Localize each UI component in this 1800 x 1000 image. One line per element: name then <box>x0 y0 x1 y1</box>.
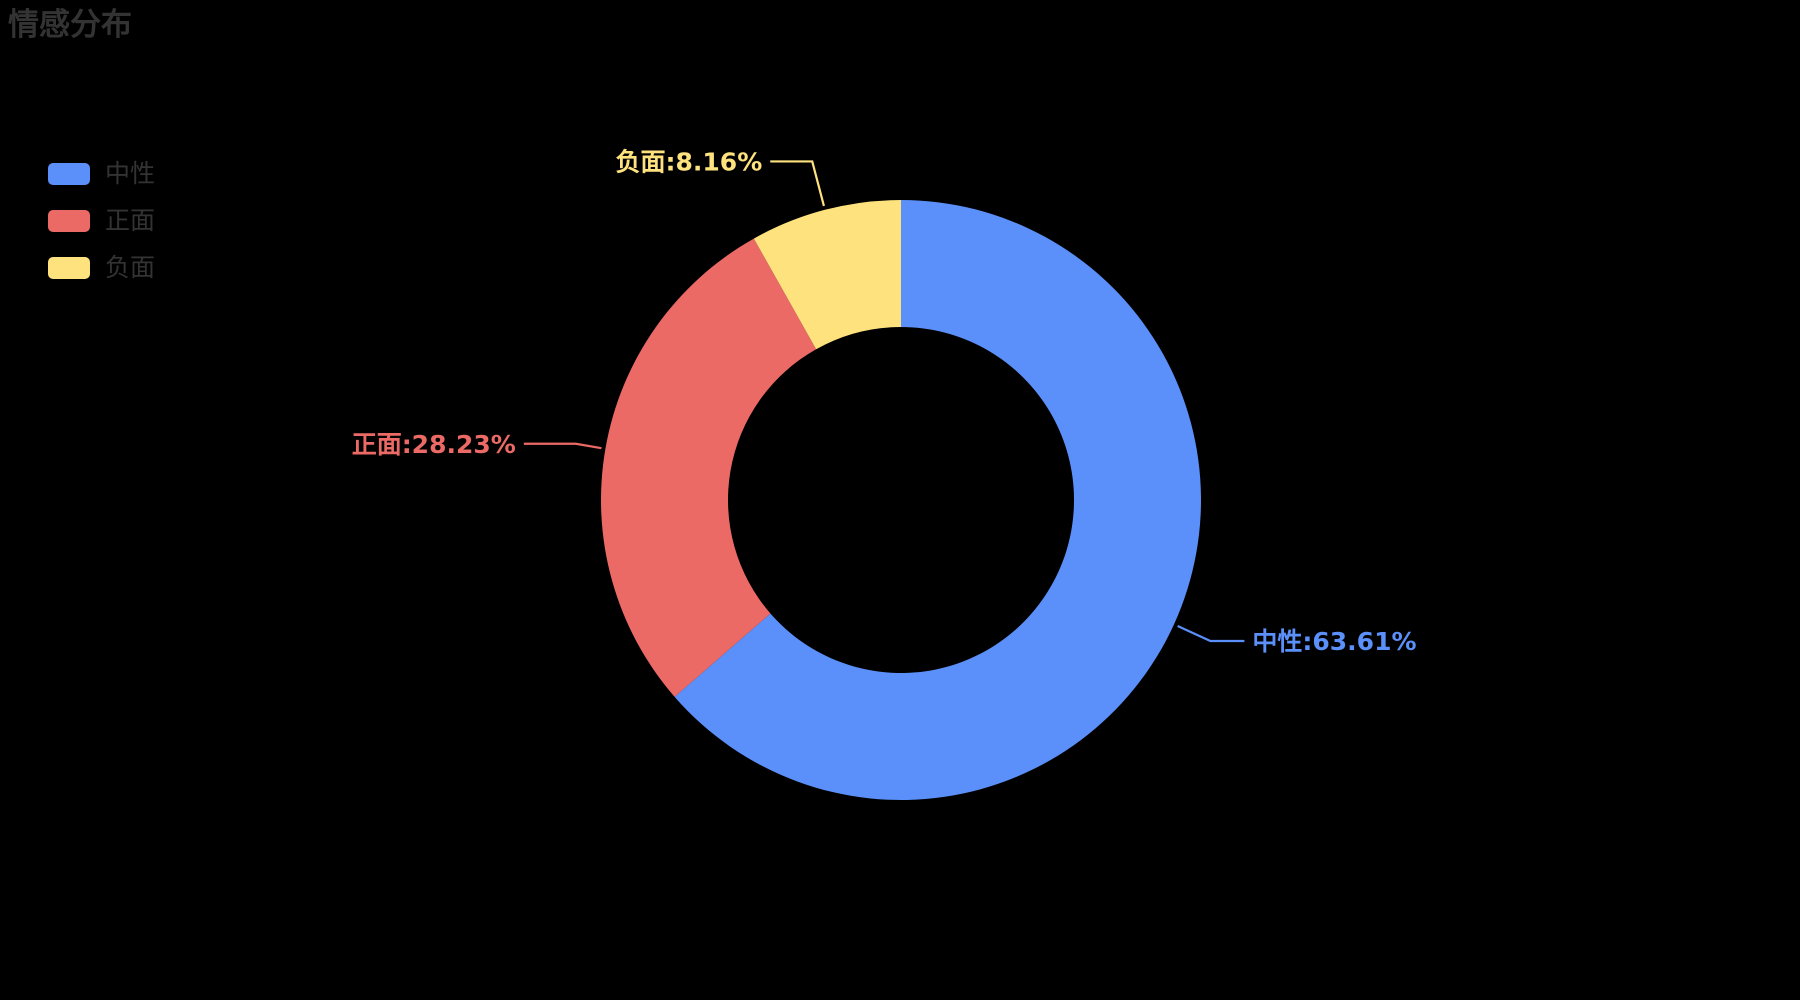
legend: 中性 正面 负面 <box>48 152 308 293</box>
legend-swatch-icon <box>48 163 90 185</box>
donut-slice-neutral[interactable] <box>674 200 1201 801</box>
donut-slices <box>601 200 1201 801</box>
slice-label-negative: 负面:8.16% <box>616 147 763 176</box>
legend-item-neutral[interactable]: 中性 <box>48 152 308 199</box>
slice-label-positive: 正面:28.23% <box>352 430 516 459</box>
legend-swatch-icon <box>48 257 90 279</box>
slice-label-neutral: 中性:63.61% <box>1252 627 1416 656</box>
legend-item-label: 中性 <box>105 159 156 188</box>
donut-slice-negative[interactable] <box>753 200 901 350</box>
leader-line-positive <box>523 442 602 450</box>
donut-slice-positive[interactable] <box>601 238 817 697</box>
legend-item-positive[interactable]: 正面 <box>48 199 308 246</box>
legend-item-negative[interactable]: 负面 <box>48 246 308 293</box>
page-title: 情感分布 <box>8 7 132 43</box>
legend-item-label: 正面 <box>105 206 156 235</box>
leader-line-neutral <box>1177 625 1245 643</box>
legend-item-label: 负面 <box>105 253 156 282</box>
legend-swatch-icon <box>48 210 90 232</box>
leader-line-negative <box>770 160 825 207</box>
leader-lines <box>523 160 1245 643</box>
slice-labels: 中性:63.61% 正面:28.23% 负面:8.16% <box>352 147 1417 656</box>
